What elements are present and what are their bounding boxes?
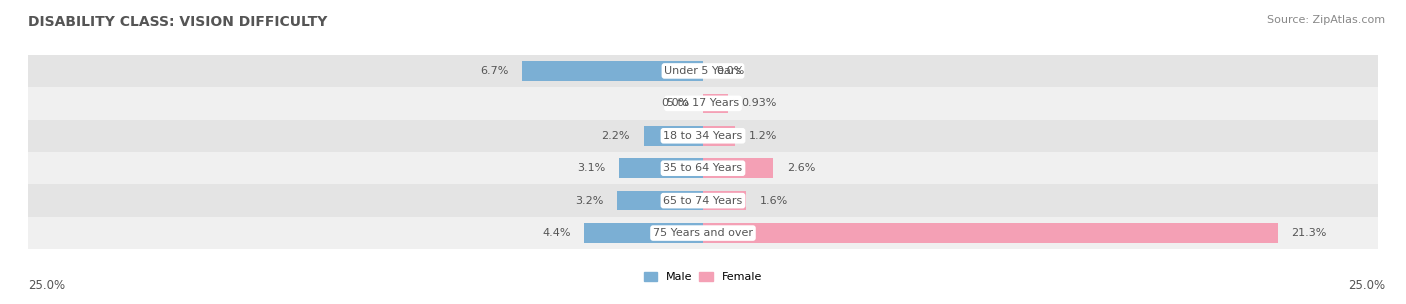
Bar bbox=[703, 158, 773, 178]
Text: 0.0%: 0.0% bbox=[717, 66, 745, 76]
Bar bbox=[28, 119, 1378, 152]
Text: 2.6%: 2.6% bbox=[787, 163, 815, 173]
Bar bbox=[28, 185, 1378, 217]
Text: 75 Years and over: 75 Years and over bbox=[652, 228, 754, 238]
Text: 18 to 34 Years: 18 to 34 Years bbox=[664, 131, 742, 141]
Text: DISABILITY CLASS: VISION DIFFICULTY: DISABILITY CLASS: VISION DIFFICULTY bbox=[28, 15, 328, 29]
Bar bbox=[522, 61, 703, 81]
Text: 21.3%: 21.3% bbox=[1292, 228, 1327, 238]
Bar bbox=[703, 223, 1278, 243]
Legend: Male, Female: Male, Female bbox=[640, 267, 766, 287]
Text: 0.0%: 0.0% bbox=[661, 98, 689, 108]
Bar bbox=[28, 152, 1378, 185]
Text: 35 to 64 Years: 35 to 64 Years bbox=[664, 163, 742, 173]
Bar bbox=[703, 126, 735, 146]
Text: 3.1%: 3.1% bbox=[578, 163, 606, 173]
Text: 1.2%: 1.2% bbox=[749, 131, 778, 141]
Bar bbox=[703, 94, 728, 113]
Text: 6.7%: 6.7% bbox=[481, 66, 509, 76]
Bar bbox=[703, 191, 747, 210]
Text: 25.0%: 25.0% bbox=[28, 279, 65, 292]
Bar bbox=[617, 191, 703, 210]
Text: 65 to 74 Years: 65 to 74 Years bbox=[664, 196, 742, 206]
Bar bbox=[644, 126, 703, 146]
Bar bbox=[619, 158, 703, 178]
Text: 0.93%: 0.93% bbox=[741, 98, 778, 108]
Text: 4.4%: 4.4% bbox=[543, 228, 571, 238]
Bar bbox=[585, 223, 703, 243]
Text: 1.6%: 1.6% bbox=[759, 196, 787, 206]
Bar bbox=[28, 217, 1378, 249]
Text: 2.2%: 2.2% bbox=[602, 131, 630, 141]
Text: 25.0%: 25.0% bbox=[1348, 279, 1385, 292]
Bar bbox=[28, 87, 1378, 119]
Text: 5 to 17 Years: 5 to 17 Years bbox=[666, 98, 740, 108]
Text: 3.2%: 3.2% bbox=[575, 196, 603, 206]
Bar bbox=[28, 55, 1378, 87]
Text: Under 5 Years: Under 5 Years bbox=[665, 66, 741, 76]
Text: Source: ZipAtlas.com: Source: ZipAtlas.com bbox=[1267, 15, 1385, 25]
